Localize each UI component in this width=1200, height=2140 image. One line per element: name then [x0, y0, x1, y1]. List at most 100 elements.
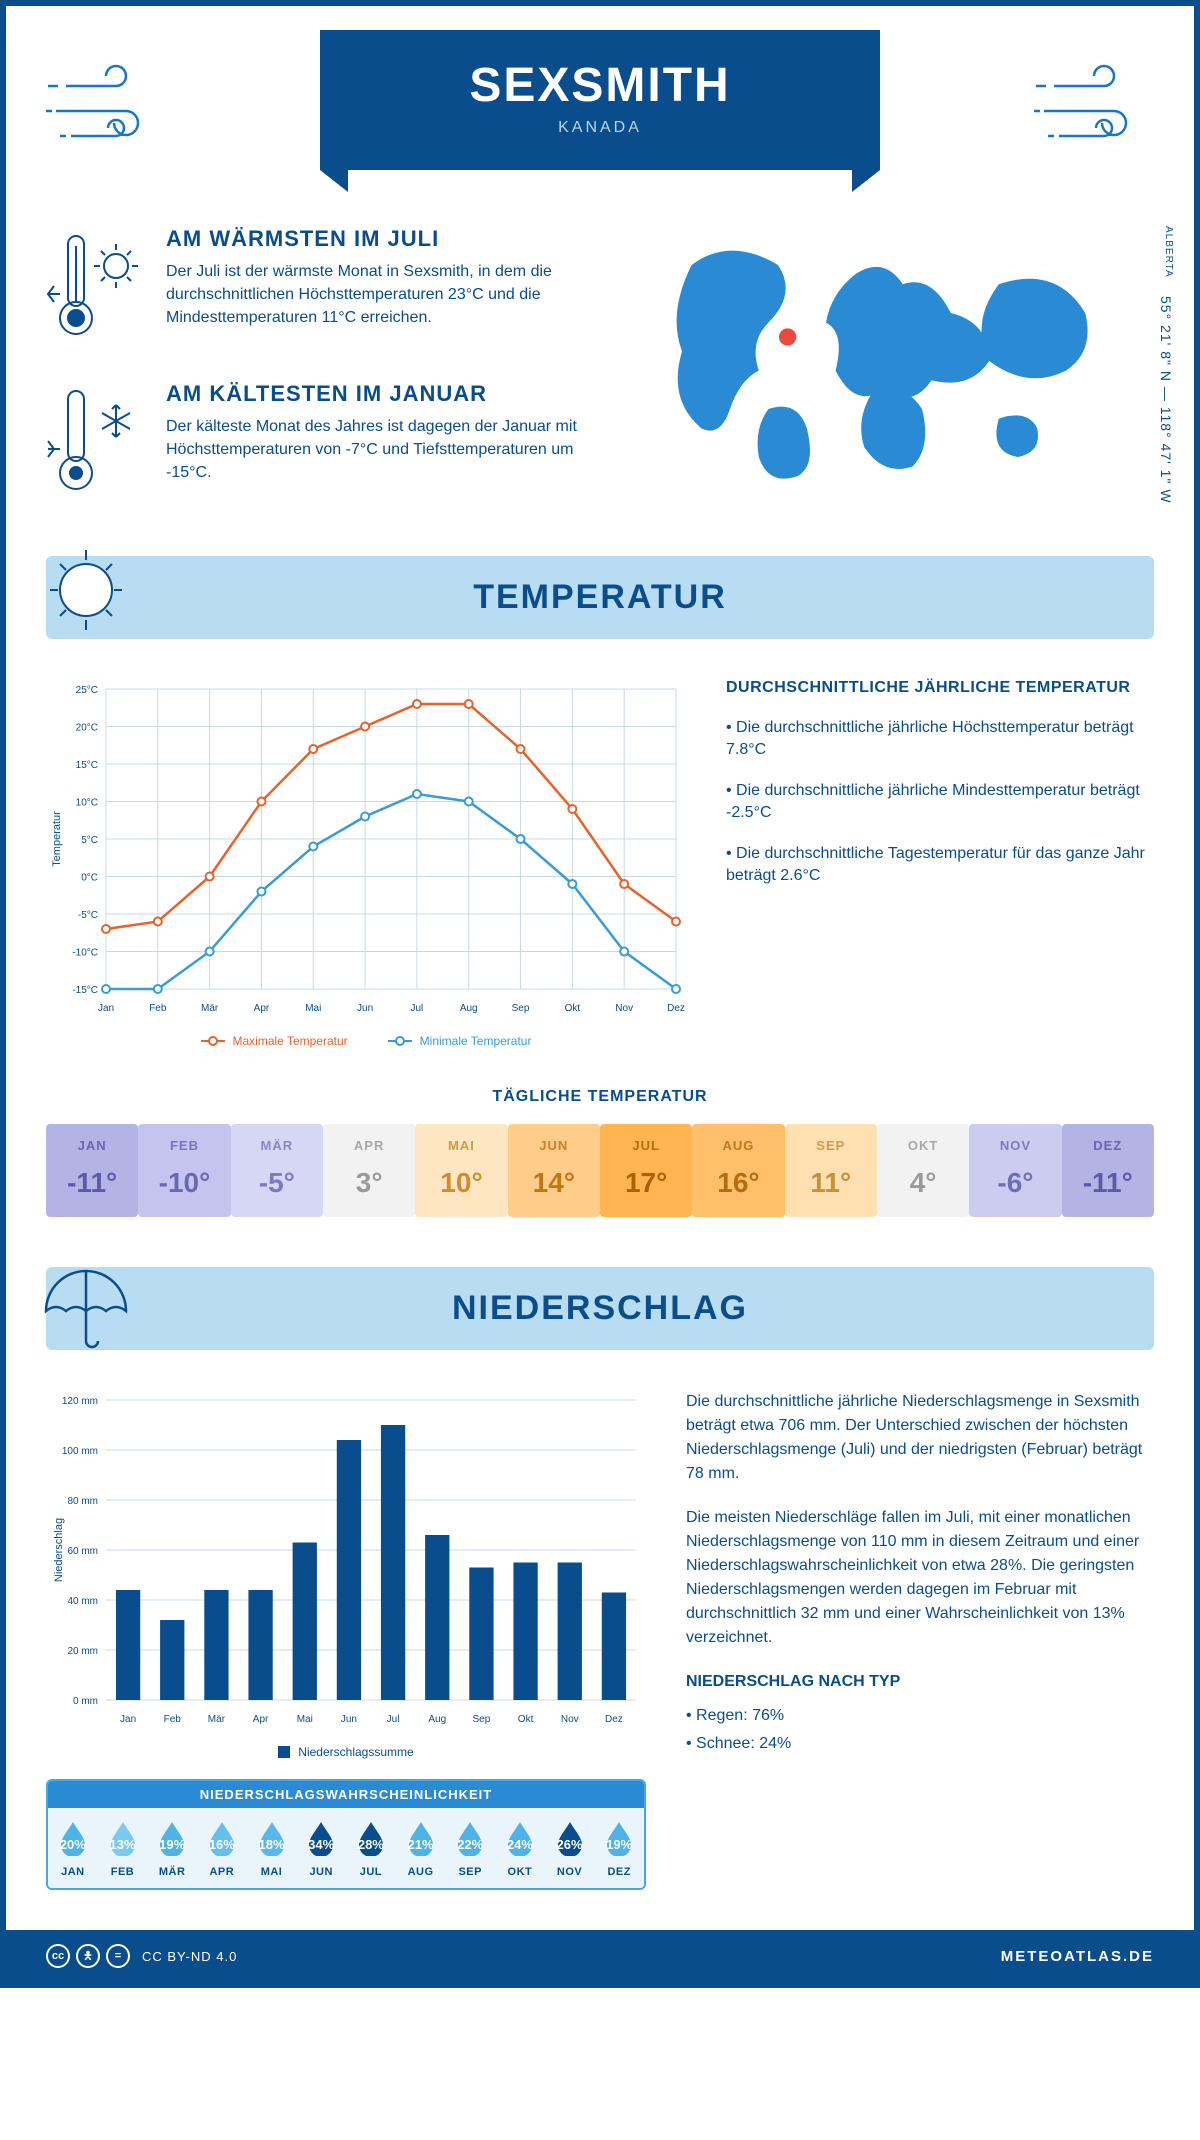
temp-value: -11°	[1066, 1167, 1150, 1199]
svg-text:Jan: Jan	[98, 1003, 114, 1014]
temp-value: 10°	[419, 1167, 503, 1199]
location-pin-icon	[778, 327, 797, 346]
month-label: DEZ	[1066, 1138, 1150, 1153]
daily-temp-cell: FEB-10°	[138, 1124, 230, 1217]
page-title: SEXSMITH	[320, 30, 880, 113]
svg-text:-15°C: -15°C	[72, 985, 98, 996]
probability-cell: 22%SEP	[445, 1808, 495, 1888]
month-label: NOV	[547, 1866, 593, 1878]
svg-text:Jul: Jul	[387, 1714, 400, 1725]
probability-value: 28%	[348, 1837, 394, 1852]
precip-type-bullet: • Regen: 76%	[686, 1704, 1154, 1728]
fact-text: Der kälteste Monat des Jahres ist dagege…	[166, 415, 594, 485]
probability-cell: 18% MAI	[247, 1808, 297, 1888]
daily-temp-cell: JAN-11°	[46, 1124, 138, 1217]
svg-text:0 mm: 0 mm	[73, 1696, 98, 1707]
chart-legend: Maximale Temperatur Minimale Temperatur	[46, 1034, 686, 1048]
probability-value: 24%	[497, 1837, 543, 1852]
month-label: JAN	[50, 1866, 96, 1878]
svg-text:15°C: 15°C	[76, 760, 98, 771]
svg-text:Mai: Mai	[297, 1714, 313, 1725]
svg-text:Aug: Aug	[428, 1714, 446, 1725]
svg-text:Niederschlag: Niederschlag	[53, 1518, 65, 1582]
nd-icon: =	[106, 1944, 130, 1968]
world-map: ALBERTA 55° 21' 8" N — 118° 47' 1" W	[634, 226, 1154, 536]
cc-icon: cc	[46, 1944, 70, 1968]
daily-temp-cell: AUG16°	[692, 1124, 784, 1217]
month-label: JUL	[348, 1866, 394, 1878]
svg-text:5°C: 5°C	[81, 835, 98, 846]
svg-text:0°C: 0°C	[81, 873, 98, 884]
probability-value: 18%	[249, 1837, 295, 1852]
daily-temp-cell: SEP 11°	[785, 1124, 877, 1217]
daily-temp-cell: OKT4°	[877, 1124, 969, 1217]
month-label: MÄR	[235, 1138, 319, 1153]
svg-text:Dez: Dez	[605, 1714, 623, 1725]
svg-text:Okt: Okt	[565, 1003, 581, 1014]
probability-value: 16%	[199, 1837, 245, 1852]
svg-text:Dez: Dez	[667, 1003, 685, 1014]
precip-paragraph: Die meisten Niederschläge fallen im Juli…	[686, 1506, 1154, 1650]
probability-cell: 19%DEZ	[594, 1808, 644, 1888]
svg-text:Aug: Aug	[460, 1003, 478, 1014]
daily-temp-cell: MAI 10°	[415, 1124, 507, 1217]
svg-text:Okt: Okt	[518, 1714, 534, 1725]
month-label: FEB	[100, 1866, 146, 1878]
svg-text:Temperatur: Temperatur	[51, 811, 63, 867]
temp-value: -10°	[142, 1167, 226, 1199]
chart-legend: Niederschlagssumme	[46, 1745, 646, 1759]
daily-temp-cell: DEZ -11°	[1062, 1124, 1154, 1217]
svg-text:-5°C: -5°C	[78, 910, 98, 921]
month-label: SEP	[789, 1138, 873, 1153]
title-banner: SEXSMITH KANADA	[320, 30, 880, 170]
fact-text: Der Juli ist der wärmste Monat in Sexsmi…	[166, 260, 594, 330]
svg-text:20°C: 20°C	[76, 723, 98, 734]
svg-text:120 mm: 120 mm	[62, 1396, 98, 1407]
legend-label: Minimale Temperatur	[420, 1034, 532, 1048]
umbrella-icon	[36, 1241, 136, 1361]
probability-value: 13%	[100, 1837, 146, 1852]
month-label: AUG	[696, 1138, 780, 1153]
svg-text:10°C: 10°C	[76, 798, 98, 809]
fact-title: AM KÄLTESTEN IM JANUAR	[166, 381, 594, 407]
temp-value: -5°	[235, 1167, 319, 1199]
precipitation-summary: Die durchschnittliche jährliche Niedersc…	[686, 1390, 1154, 1890]
precipitation-section-banner: NIEDERSCHLAG	[46, 1267, 1154, 1350]
svg-text:Apr: Apr	[253, 1714, 269, 1725]
brand-label: METEOATLAS.DE	[1001, 1948, 1154, 1965]
month-label: JUN	[298, 1866, 344, 1878]
temp-value: 3°	[327, 1167, 411, 1199]
precipitation-bar-chart: 0 mm20 mm40 mm60 mm80 mm100 mm120 mmJanF…	[46, 1390, 646, 1730]
precipitation-chart-column: 0 mm20 mm40 mm60 mm80 mm100 mm120 mmJanF…	[46, 1390, 646, 1890]
legend-label: Maximale Temperatur	[233, 1034, 348, 1048]
month-label: JAN	[50, 1138, 134, 1153]
thermometer-snow-icon	[46, 381, 146, 506]
probability-title: NIEDERSCHLAGSWAHRSCHEINLICHKEIT	[48, 1781, 644, 1808]
month-label: JUL	[604, 1138, 688, 1153]
temp-value: 4°	[881, 1167, 965, 1199]
month-label: MAI	[249, 1866, 295, 1878]
legend-label: Niederschlagssumme	[298, 1745, 413, 1759]
probability-value: 34%	[298, 1837, 344, 1852]
footer: cc 🯅 = CC BY-ND 4.0 METEOATLAS.DE	[6, 1930, 1194, 1982]
month-label: MAI	[419, 1138, 503, 1153]
license-text: CC BY-ND 4.0	[142, 1949, 237, 1964]
probability-value: 26%	[547, 1837, 593, 1852]
month-label: APR	[327, 1138, 411, 1153]
temp-value: 11°	[789, 1167, 873, 1199]
section-title: TEMPERATUR	[68, 578, 1132, 617]
svg-text:20 mm: 20 mm	[67, 1646, 98, 1657]
temp-value: -6°	[973, 1167, 1057, 1199]
month-label: JUN	[512, 1138, 596, 1153]
probability-value: 21%	[398, 1837, 444, 1852]
temperature-summary: DURCHSCHNITTLICHE JÄHRLICHE TEMPERATUR •…	[726, 679, 1154, 1048]
summary-bullet: • Die durchschnittliche jährliche Höchst…	[726, 717, 1154, 762]
probability-cell: 24%OKT	[495, 1808, 545, 1888]
probability-value: 19%	[596, 1837, 642, 1852]
svg-text:Jun: Jun	[341, 1714, 357, 1725]
wind-icon	[46, 56, 166, 156]
svg-text:40 mm: 40 mm	[67, 1596, 98, 1607]
wind-icon	[1034, 56, 1154, 156]
svg-text:100 mm: 100 mm	[62, 1446, 98, 1457]
svg-text:-10°C: -10°C	[72, 948, 98, 959]
